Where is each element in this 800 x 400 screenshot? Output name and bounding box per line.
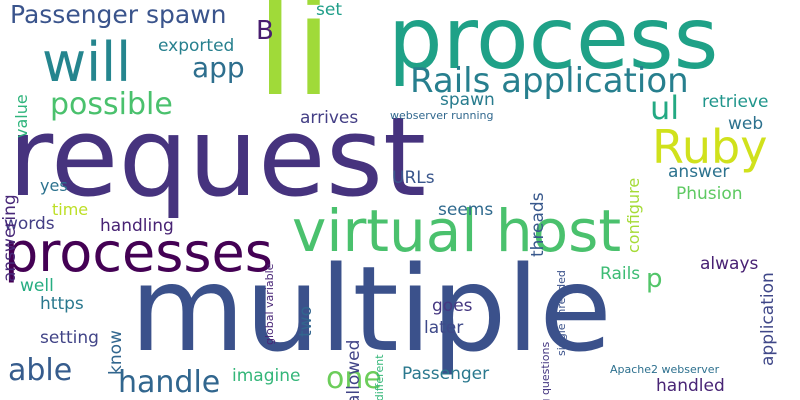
word-phusion: Phusion [676, 184, 743, 204]
word-time: time [52, 200, 89, 219]
word-answering: answering [0, 194, 20, 282]
word-always: always [700, 254, 759, 274]
word-apache2-webserver: Apache2 webserver [610, 363, 720, 376]
word-rails: Rails [600, 264, 641, 284]
word-global-variable: global variable [263, 263, 276, 345]
word-arrives: arrives [300, 108, 359, 128]
word-single-threaded: single threaded [555, 270, 568, 356]
word-urls: URLs [392, 168, 435, 188]
word-two: two [296, 306, 316, 337]
word-imagine: imagine [232, 366, 301, 386]
word-will: will [42, 31, 132, 94]
word-value: value [12, 94, 31, 138]
word-application: application [758, 272, 778, 366]
word-seems: seems [438, 200, 494, 220]
word-multiple: multiple [130, 240, 612, 378]
word-one: one [326, 361, 382, 396]
word-li: li [256, 0, 333, 127]
word-retrieve: retrieve [702, 92, 769, 112]
word-exported: exported [158, 36, 235, 56]
word-handled: handled [656, 376, 725, 396]
word-well: well [20, 276, 54, 296]
word-set: set [316, 0, 342, 20]
word-yes: yes [40, 176, 68, 195]
word-b: B [256, 16, 274, 46]
word-ruby: Ruby [652, 120, 768, 174]
word-passenger: Passenger [402, 364, 490, 384]
word-allowed: allowed [344, 339, 364, 400]
word-process: process [388, 0, 719, 89]
word-app: app [192, 51, 245, 84]
word-later: later [424, 318, 464, 338]
word-following-questions: following questions [539, 341, 552, 400]
word-web: web [728, 114, 764, 134]
word-https: https [40, 294, 84, 314]
word-passenger-spawn: Passenger spawn [10, 0, 227, 29]
word-p: p [646, 264, 663, 294]
word-threads: threads [528, 192, 548, 257]
word-rails-application: Rails application [410, 61, 689, 101]
word-able: able [8, 353, 73, 388]
word-configure: configure [624, 177, 643, 253]
word-possible: possible [50, 87, 173, 122]
word-virtual-host: virtual host [292, 197, 622, 265]
word-handling: handling [100, 216, 174, 236]
word-processes: processes [4, 221, 273, 284]
word-spawn: spawn [440, 90, 495, 110]
word-serve-different: serve different [373, 354, 386, 400]
word-setting: setting [40, 328, 99, 348]
word-handle: handle [118, 365, 221, 400]
word-request: request [8, 93, 427, 221]
word-webserver-running: webserver running [390, 109, 494, 122]
word-know: know [106, 330, 126, 375]
word-ul: ul [650, 89, 680, 127]
word-words: words [4, 214, 55, 234]
word-answer: answer [668, 162, 730, 182]
word-goes: goes [432, 296, 473, 316]
